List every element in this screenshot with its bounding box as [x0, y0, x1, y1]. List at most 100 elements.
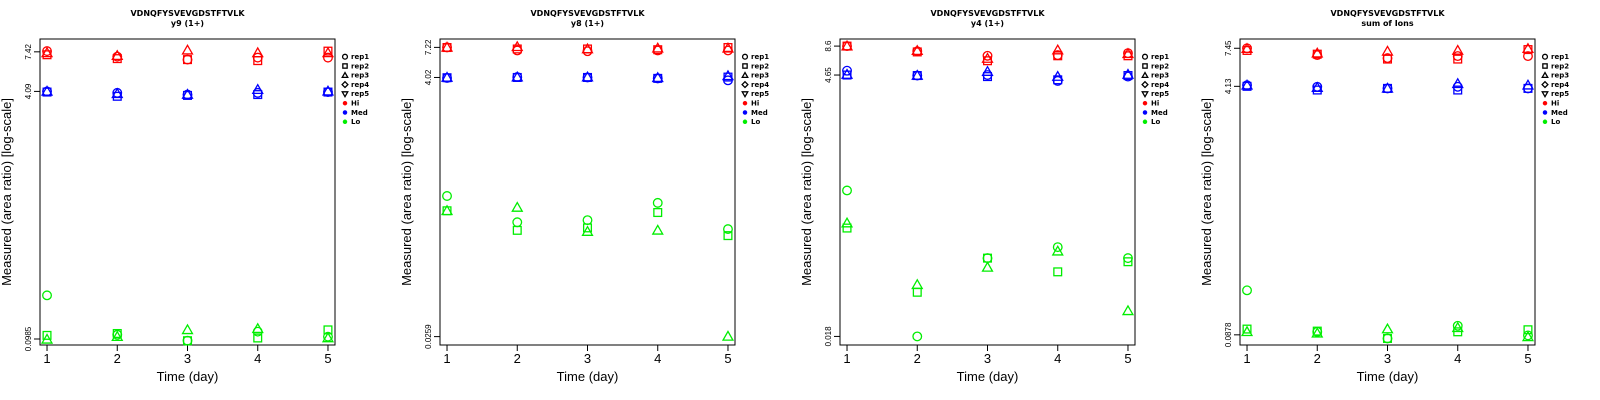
data-point-lo-rep1 [982, 253, 993, 264]
legend-marker-rep4 [741, 80, 749, 89]
data-point-lo-rep3 [1451, 321, 1464, 333]
data-point-hi-rep3 [1311, 46, 1324, 58]
data-point-hi-rep3 [1521, 42, 1535, 54]
legend-marker-rep5 [741, 91, 749, 98]
data-point-lo-rep3 [511, 201, 524, 212]
chart-title: VDNQFYSVEVGDSTFTVLK [530, 9, 645, 18]
legend-label-rep3: rep3 [1151, 72, 1169, 80]
x-tick-label: 2 [1314, 351, 1321, 366]
data-point-hi-rep3 [321, 46, 335, 58]
data-point-med-rep3 [721, 69, 735, 81]
x-tick-label: 3 [584, 351, 591, 366]
legend-label-rep5: rep5 [351, 90, 369, 98]
legend-marker-rep4 [1141, 80, 1149, 89]
data-point-lo-rep3 [840, 216, 854, 228]
x-tick-label: 1 [443, 351, 450, 366]
x-axis-label: Time (day) [557, 369, 619, 384]
data-point-hi-rep3 [840, 39, 854, 51]
data-point-lo-rep1 [723, 224, 733, 235]
legend-marker-med [342, 110, 348, 115]
y-tick-label: 4.09 [24, 83, 33, 99]
legend-label-hi: Hi [1151, 100, 1159, 108]
data-point-hi-rep3 [1051, 43, 1064, 55]
x-tick-label: 4 [654, 351, 661, 366]
data-point-lo-rep2 [582, 223, 593, 233]
data-point-lo-rep3 [1240, 325, 1254, 337]
data-point-med-rep3 [1381, 82, 1394, 93]
data-point-lo-rep1 [1052, 242, 1063, 253]
x-axis-label: Time (day) [957, 369, 1019, 384]
data-point-hi-rep3 [581, 42, 594, 54]
y-axis-label: Measured (area ratio) [log-scale] [399, 98, 414, 286]
legend-marker-rep2 [342, 63, 348, 69]
legend-marker-rep1 [341, 53, 349, 60]
legend-marker-med [1142, 110, 1148, 115]
x-tick-label: 3 [1384, 351, 1391, 366]
data-point-med-rep3 [840, 68, 854, 79]
data-point-hi-rep3 [651, 41, 664, 53]
data-point-lo-rep3 [1311, 326, 1324, 338]
y-tick-label: 4.13 [1224, 78, 1233, 94]
data-point-hi-rep1 [982, 50, 993, 61]
legend-label-rep1: rep1 [751, 53, 769, 61]
data-point-med-rep3 [651, 71, 664, 83]
y-axis-label: Measured (area ratio) [log-scale] [799, 98, 814, 286]
legend-label-rep4: rep4 [751, 81, 769, 89]
y-axis-label: Measured (area ratio) [log-scale] [1199, 98, 1214, 286]
data-point-med-rep3 [1121, 68, 1135, 79]
data-point-lo-rep3 [581, 225, 594, 236]
data-point-lo-rep3 [651, 224, 664, 235]
chart-title: VDNQFYSVEVGDSTFTVLK [930, 9, 1045, 18]
data-point-lo-rep2 [1053, 267, 1063, 277]
y-tick-label: 4.65 [824, 67, 833, 83]
legend-marker-rep3 [341, 71, 349, 79]
data-point-hi-rep3 [440, 41, 454, 52]
legend-marker-rep2 [1142, 63, 1148, 69]
data-point-med-rep2 [842, 70, 852, 80]
legend-marker-rep2 [1542, 63, 1548, 69]
data-point-lo-rep1 [582, 215, 593, 226]
legend-marker-rep3 [741, 71, 749, 79]
data-point-med-rep3 [321, 84, 335, 96]
data-point-lo-rep3 [1521, 330, 1535, 342]
data-point-lo-rep2 [912, 287, 922, 297]
data-point-hi-rep1 [252, 52, 263, 63]
chart-title: VDNQFYSVEVGDSTFTVLK [1330, 9, 1445, 18]
legend-marker-rep5 [1141, 91, 1149, 98]
data-point-med-rep3 [40, 85, 54, 96]
x-tick-label: 5 [1124, 351, 1131, 366]
y-tick-label: 0.0878 [1224, 322, 1233, 347]
data-point-med-rep3 [111, 87, 124, 99]
y-tick-label: 7.22 [424, 39, 433, 55]
legend-marker-rep3 [1141, 71, 1149, 79]
data-point-med-rep3 [1521, 78, 1535, 90]
data-point-med-rep3 [440, 71, 454, 82]
data-point-lo-rep1 [842, 185, 852, 196]
legend-marker-rep3 [1541, 71, 1549, 79]
data-point-hi-rep3 [981, 52, 994, 63]
data-point-lo-rep1 [912, 331, 923, 342]
legend-marker-rep5 [1541, 91, 1549, 98]
data-point-lo-rep1 [512, 217, 523, 228]
data-point-hi-rep3 [40, 46, 54, 58]
plot-frame [839, 38, 1136, 346]
y-tick-label: 7.42 [24, 43, 33, 59]
data-point-hi-rep1 [182, 54, 193, 65]
legend-label-rep4: rep4 [351, 81, 369, 89]
data-point-lo-rep1 [1382, 333, 1393, 344]
legend-label-rep1: rep1 [1151, 53, 1169, 61]
legend-marker-rep1 [741, 53, 749, 60]
legend-marker-rep1 [1141, 53, 1149, 60]
data-point-hi-rep3 [911, 44, 924, 56]
legend-marker-med [1542, 110, 1548, 115]
data-point-hi-rep3 [181, 43, 194, 55]
data-point-med-rep3 [1451, 77, 1464, 89]
data-point-hi-rep2 [1453, 54, 1463, 64]
legend-marker-rep4 [341, 80, 349, 89]
legend-marker-hi [342, 100, 348, 106]
